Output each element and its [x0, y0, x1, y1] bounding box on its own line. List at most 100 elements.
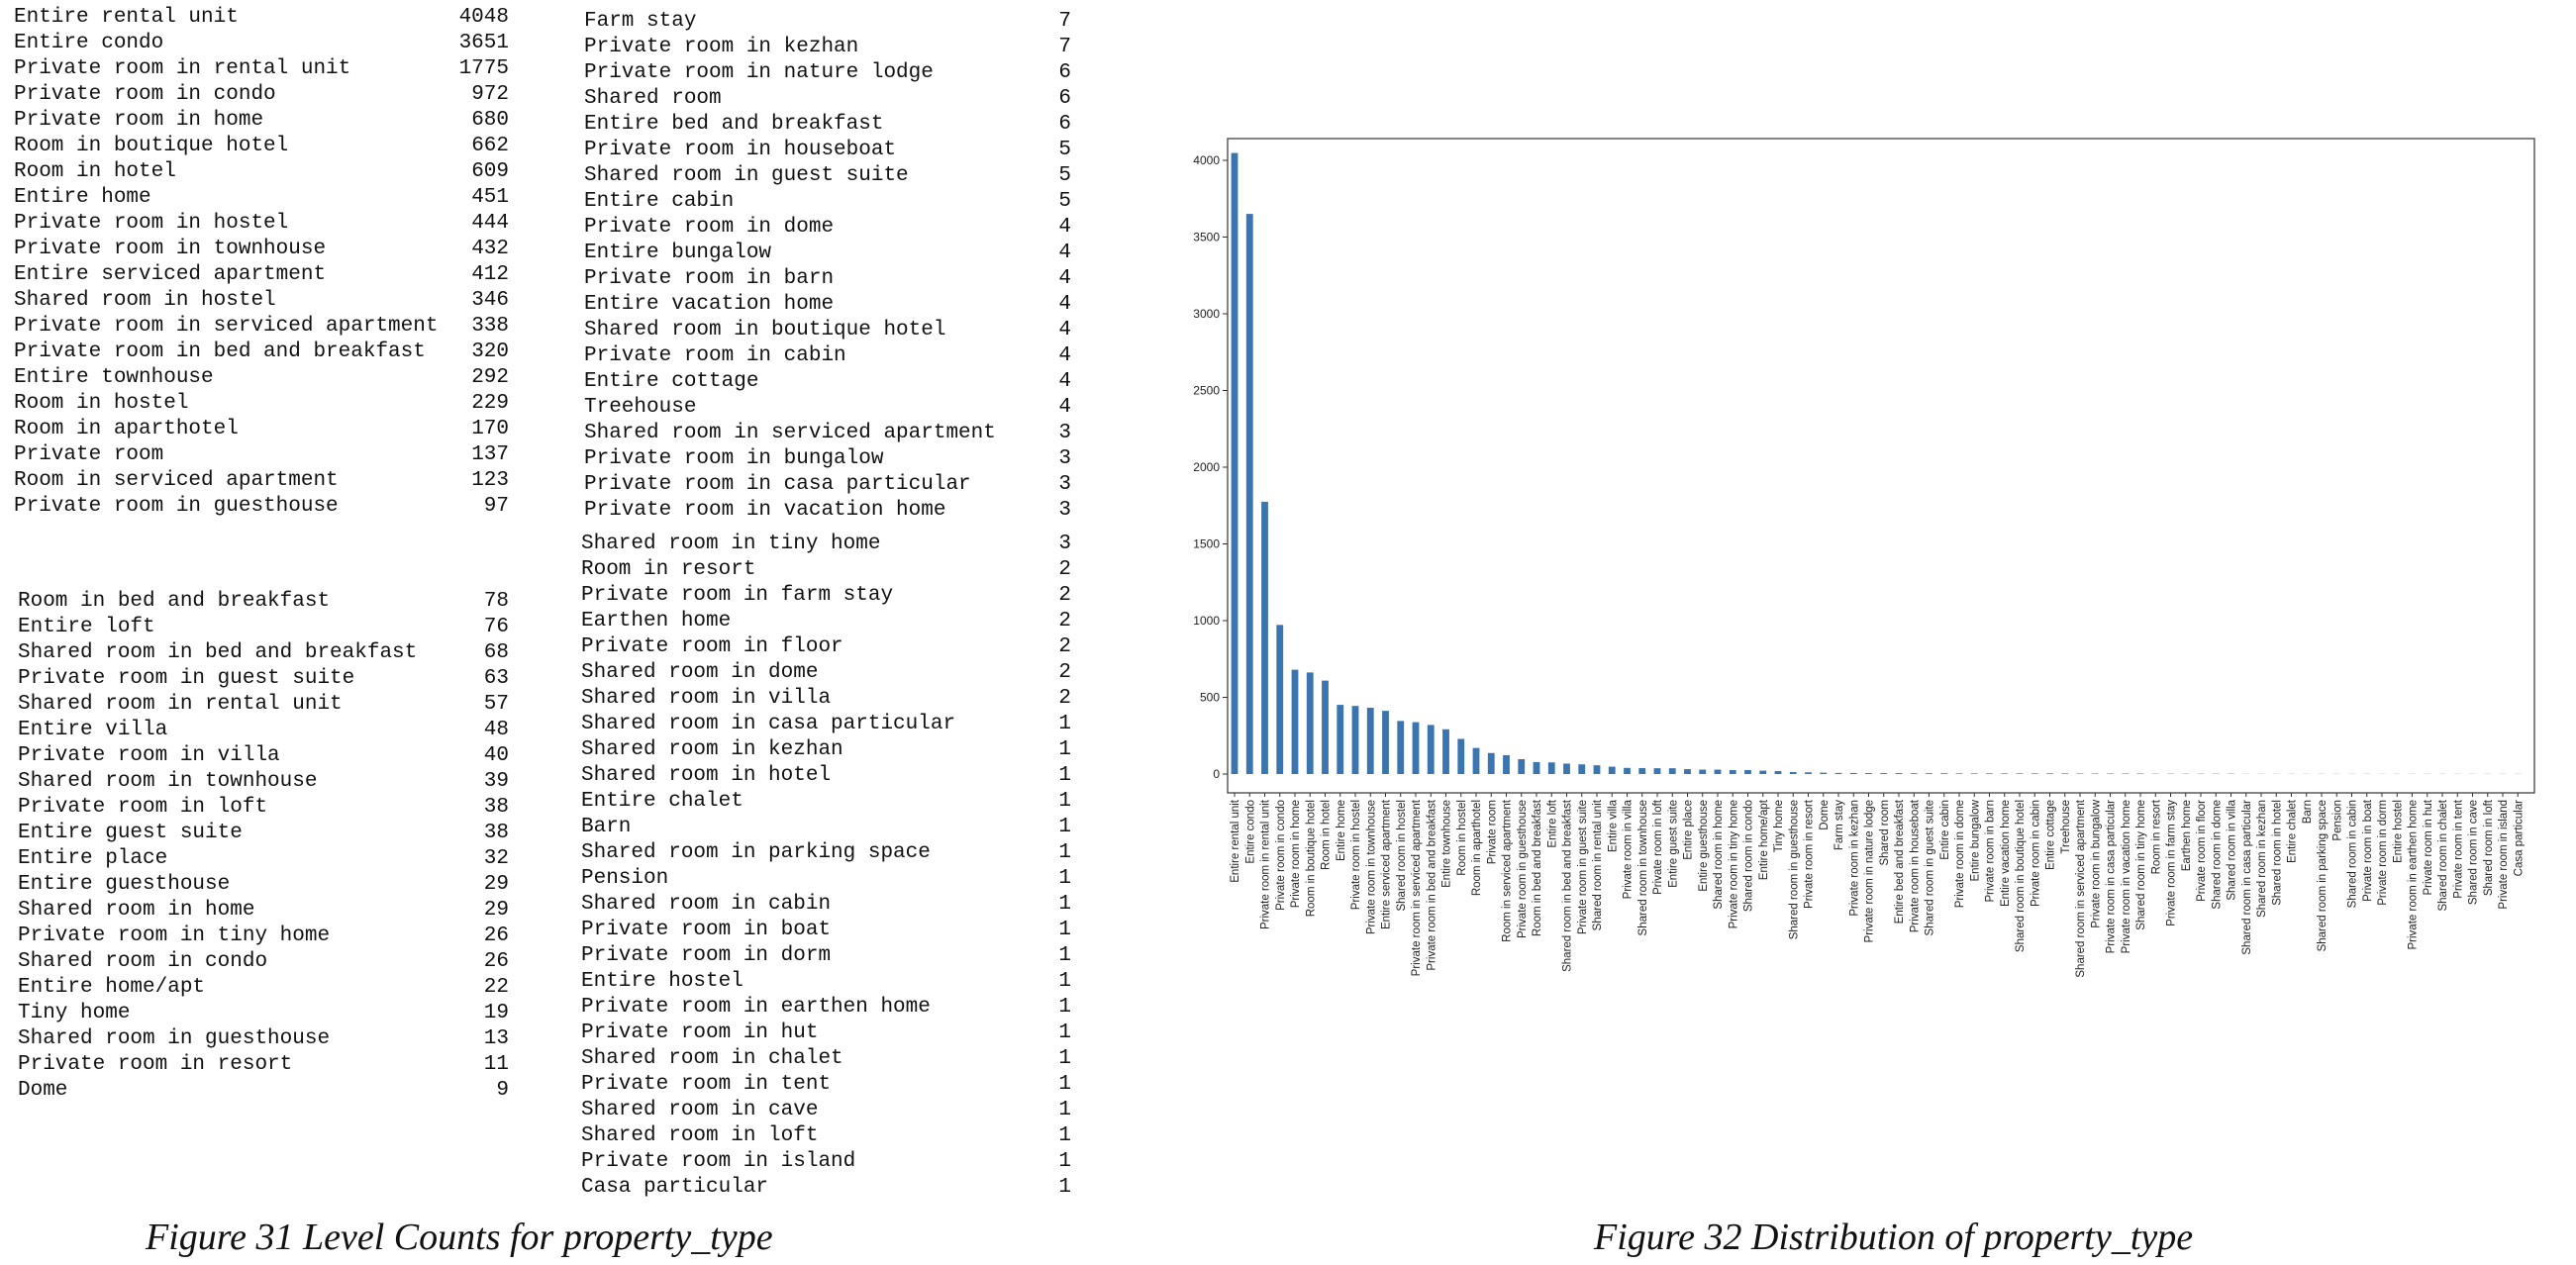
bar — [1774, 771, 1782, 774]
count-row: Shared room in parking space 1 — [581, 840, 1071, 866]
count-value: 4 — [1058, 396, 1071, 419]
bar — [1849, 772, 1857, 774]
count-label: Treehouse — [584, 396, 697, 419]
count-value: 1 — [1058, 816, 1071, 838]
count-label: Shared room in home — [18, 899, 255, 922]
counts-table-4: Shared room in tiny home 3 Room in resort 2… — [581, 532, 1071, 1201]
x-tick-label: Shared room in chalet — [2437, 799, 2449, 911]
count-label: Entire chalet — [581, 790, 743, 813]
count-row: Entire home 451 — [14, 185, 509, 211]
count-label: Private room in farm stay — [581, 584, 894, 607]
count-label: Room in resort — [581, 558, 756, 581]
count-row: Private room 137 — [14, 442, 509, 468]
count-label: Shared room in dome — [581, 661, 819, 684]
x-tick-label: Shared room in loft — [2483, 799, 2495, 896]
count-value: 3 — [1058, 447, 1071, 470]
count-row: Private room in houseboat 5 — [584, 138, 1071, 163]
bar — [1986, 773, 1993, 774]
count-value: 1 — [1058, 841, 1071, 864]
count-label: Shared room in hostel — [14, 289, 276, 312]
count-value: 40 — [483, 744, 509, 767]
count-value: 609 — [471, 160, 509, 183]
count-value: 4 — [1058, 319, 1071, 341]
y-tick-label: 2000 — [1193, 460, 1220, 474]
count-value: 68 — [483, 641, 509, 664]
count-value: 972 — [471, 83, 509, 106]
count-row: Private room in villa 40 — [18, 743, 509, 769]
count-row: Room in hotel 609 — [14, 159, 509, 185]
x-tick-label: Shared room in cave — [2468, 800, 2480, 905]
count-row: Private room in tiny home 26 — [18, 924, 509, 949]
count-value: 57 — [483, 693, 509, 716]
bar — [1789, 771, 1797, 774]
x-tick-label: Private room in farm stay — [2166, 800, 2178, 926]
count-row: Entire cabin 5 — [584, 189, 1071, 215]
count-row: Entire condo 3651 — [14, 31, 509, 56]
x-tick-label: Shared room in hotel — [2271, 800, 2283, 906]
count-row: Private room in guest suite 63 — [18, 666, 509, 692]
x-tick-label: Shared room in serviced apartment — [2075, 799, 2087, 977]
x-tick-label: Room in hostel — [1456, 800, 1468, 876]
count-value: 6 — [1058, 87, 1071, 110]
count-value: 4 — [1058, 293, 1071, 316]
count-label: Private room in resort — [18, 1053, 293, 1076]
count-label: Private room in kezhan — [584, 36, 859, 58]
count-value: 1 — [1058, 996, 1071, 1019]
count-value: 26 — [483, 950, 509, 973]
x-tick-label: Room in aparthotel — [1471, 800, 1483, 896]
count-row: Entire bed and breakfast 6 — [584, 112, 1071, 138]
count-label: Private room in cabin — [584, 344, 846, 367]
count-label: Private room in nature lodge — [584, 61, 934, 84]
count-row: Private room in farm stay 2 — [581, 583, 1071, 609]
count-value: 1 — [1058, 1150, 1071, 1173]
count-label: Private room in guest suite — [18, 667, 355, 690]
bar — [1231, 152, 1238, 774]
count-label: Room in aparthotel — [14, 418, 239, 440]
x-axis: Entire rental unit Entire condo Private ro… — [1230, 793, 2525, 978]
count-value: 7 — [1058, 10, 1071, 33]
count-value: 346 — [471, 289, 509, 312]
count-value: 320 — [471, 341, 509, 363]
count-row: Private room in dorm 1 — [581, 943, 1071, 969]
count-row: Private room in condo 972 — [14, 82, 509, 108]
count-label: Private room in hut — [581, 1022, 819, 1044]
bar — [1653, 768, 1661, 774]
count-row: Dome 9 — [18, 1078, 509, 1104]
count-row: Casa particular 1 — [581, 1175, 1071, 1201]
count-value: 680 — [471, 109, 509, 132]
count-label: Entire home — [14, 186, 151, 209]
y-tick-label: 2500 — [1193, 384, 1220, 398]
x-tick-label: Shared room in rental unit — [1592, 799, 1604, 930]
count-value: 9 — [496, 1079, 509, 1102]
x-tick-label: Private room in tiny home — [1728, 800, 1739, 928]
count-row: Shared room in loft 1 — [581, 1123, 1071, 1149]
count-value: 5 — [1058, 164, 1071, 187]
x-tick-label: Private room — [1486, 800, 1498, 864]
count-row: Shared room in tiny home 3 — [581, 532, 1071, 557]
y-axis: 0 500 1000 1500 2000 2500 3000 3500 4000 — [1193, 153, 1228, 781]
count-label: Shared room in hotel — [581, 764, 832, 787]
counts-table-2: Room in bed and breakfast 78 Entire loft 76… — [18, 589, 509, 1104]
x-tick-label: Barn — [2302, 800, 2314, 824]
count-value: 292 — [471, 366, 509, 389]
count-label: Private room in home — [14, 109, 264, 132]
bar — [1351, 706, 1359, 774]
count-value: 1 — [1058, 1022, 1071, 1044]
count-value: 4048 — [458, 6, 509, 29]
x-tick-label: Shared room in hostel — [1396, 800, 1408, 912]
bar — [1624, 767, 1631, 774]
count-row: Entire guesthouse 29 — [18, 872, 509, 898]
count-value: 1 — [1058, 1124, 1071, 1147]
count-value: 26 — [483, 924, 509, 947]
count-row: Shared room in condo 26 — [18, 949, 509, 975]
count-row: Shared room in townhouse 39 — [18, 769, 509, 795]
x-tick-label: Private room in dome — [1954, 800, 1966, 908]
bar — [1729, 769, 1736, 774]
x-tick-label: Farm stay — [1833, 800, 1845, 850]
count-label: Earthen home — [581, 610, 732, 632]
count-value: 2 — [1058, 584, 1071, 607]
count-value: 2 — [1058, 635, 1071, 658]
bar — [1820, 772, 1828, 774]
plot-frame — [1227, 138, 2535, 794]
count-label: Private room in bungalow — [584, 447, 884, 470]
